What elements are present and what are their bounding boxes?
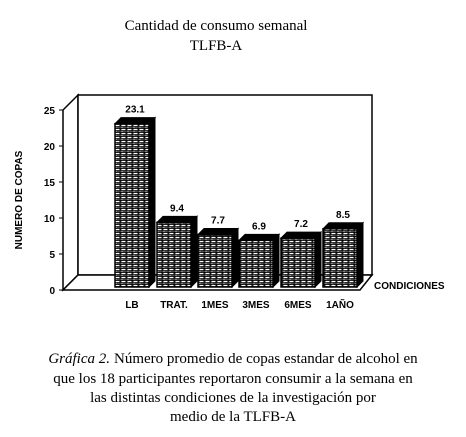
bar: [280, 237, 316, 288]
value-label: 7.7: [211, 216, 225, 227]
y-axis-label: NUMERO DE COPAS: [14, 150, 25, 249]
x-tick-label: 1AÑO: [326, 298, 354, 311]
bar-side: [314, 230, 322, 289]
chart-title: Cantidad de consumo semanal: [125, 18, 308, 34]
bar-top: [155, 215, 199, 223]
caption-line: medio de la TLFB-A: [170, 409, 296, 425]
bar-top: [196, 228, 240, 236]
bar: [156, 221, 192, 288]
x-tick-label: 3MES: [242, 300, 270, 311]
caption-line: Gráfica 2. Número promedio de copas estan…: [48, 351, 418, 367]
caption-line: que los 18 participantes reportaron cons…: [53, 371, 413, 387]
bar-side: [356, 221, 364, 289]
caption-label: Gráfica 2.: [48, 351, 110, 367]
bar: [238, 239, 274, 288]
left-wall: [62, 93, 79, 292]
bar-side: [190, 215, 198, 289]
value-label: 9.4: [170, 203, 184, 214]
bar-top: [321, 222, 365, 230]
chart-subtitle: TLFB-A: [190, 38, 243, 54]
bar: [322, 228, 358, 288]
x-tick-label: LB: [125, 300, 138, 311]
x-tick-label: TRAT.: [160, 300, 188, 311]
bar: [114, 122, 150, 288]
bar-side: [272, 233, 280, 289]
bar-side: [231, 227, 239, 289]
x-axis-label: CONDICIONES: [374, 281, 445, 292]
value-label: 23.1: [125, 105, 145, 116]
bar-top: [113, 117, 157, 125]
y-tick-label: 5: [49, 250, 55, 261]
y-tick-label: 15: [44, 178, 56, 189]
bar-side: [148, 116, 156, 289]
bar-top: [279, 231, 323, 239]
value-label: 6.9: [252, 221, 266, 232]
bar-top: [237, 233, 281, 241]
bar: [197, 233, 233, 288]
caption-line: las distintas condiciones de la investig…: [90, 390, 376, 406]
x-tick-label: 6MES: [284, 300, 312, 311]
x-tick-label: 1MES: [201, 300, 229, 311]
y-tick-label: 10: [44, 214, 56, 225]
y-tick-label: 20: [44, 142, 56, 153]
y-tick-label: 0: [49, 286, 55, 297]
value-label: 7.2: [294, 219, 308, 230]
value-label: 8.5: [336, 210, 350, 221]
y-tick-label: 25: [44, 106, 56, 117]
caption-text: Número promedio de copas estandar de alc…: [114, 351, 418, 367]
